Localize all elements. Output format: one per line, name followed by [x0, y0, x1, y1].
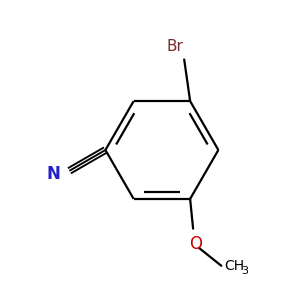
Text: N: N	[46, 165, 61, 183]
Text: 3: 3	[242, 266, 248, 275]
Text: CH: CH	[224, 259, 244, 273]
Text: O: O	[190, 235, 202, 253]
Text: Br: Br	[167, 38, 184, 53]
